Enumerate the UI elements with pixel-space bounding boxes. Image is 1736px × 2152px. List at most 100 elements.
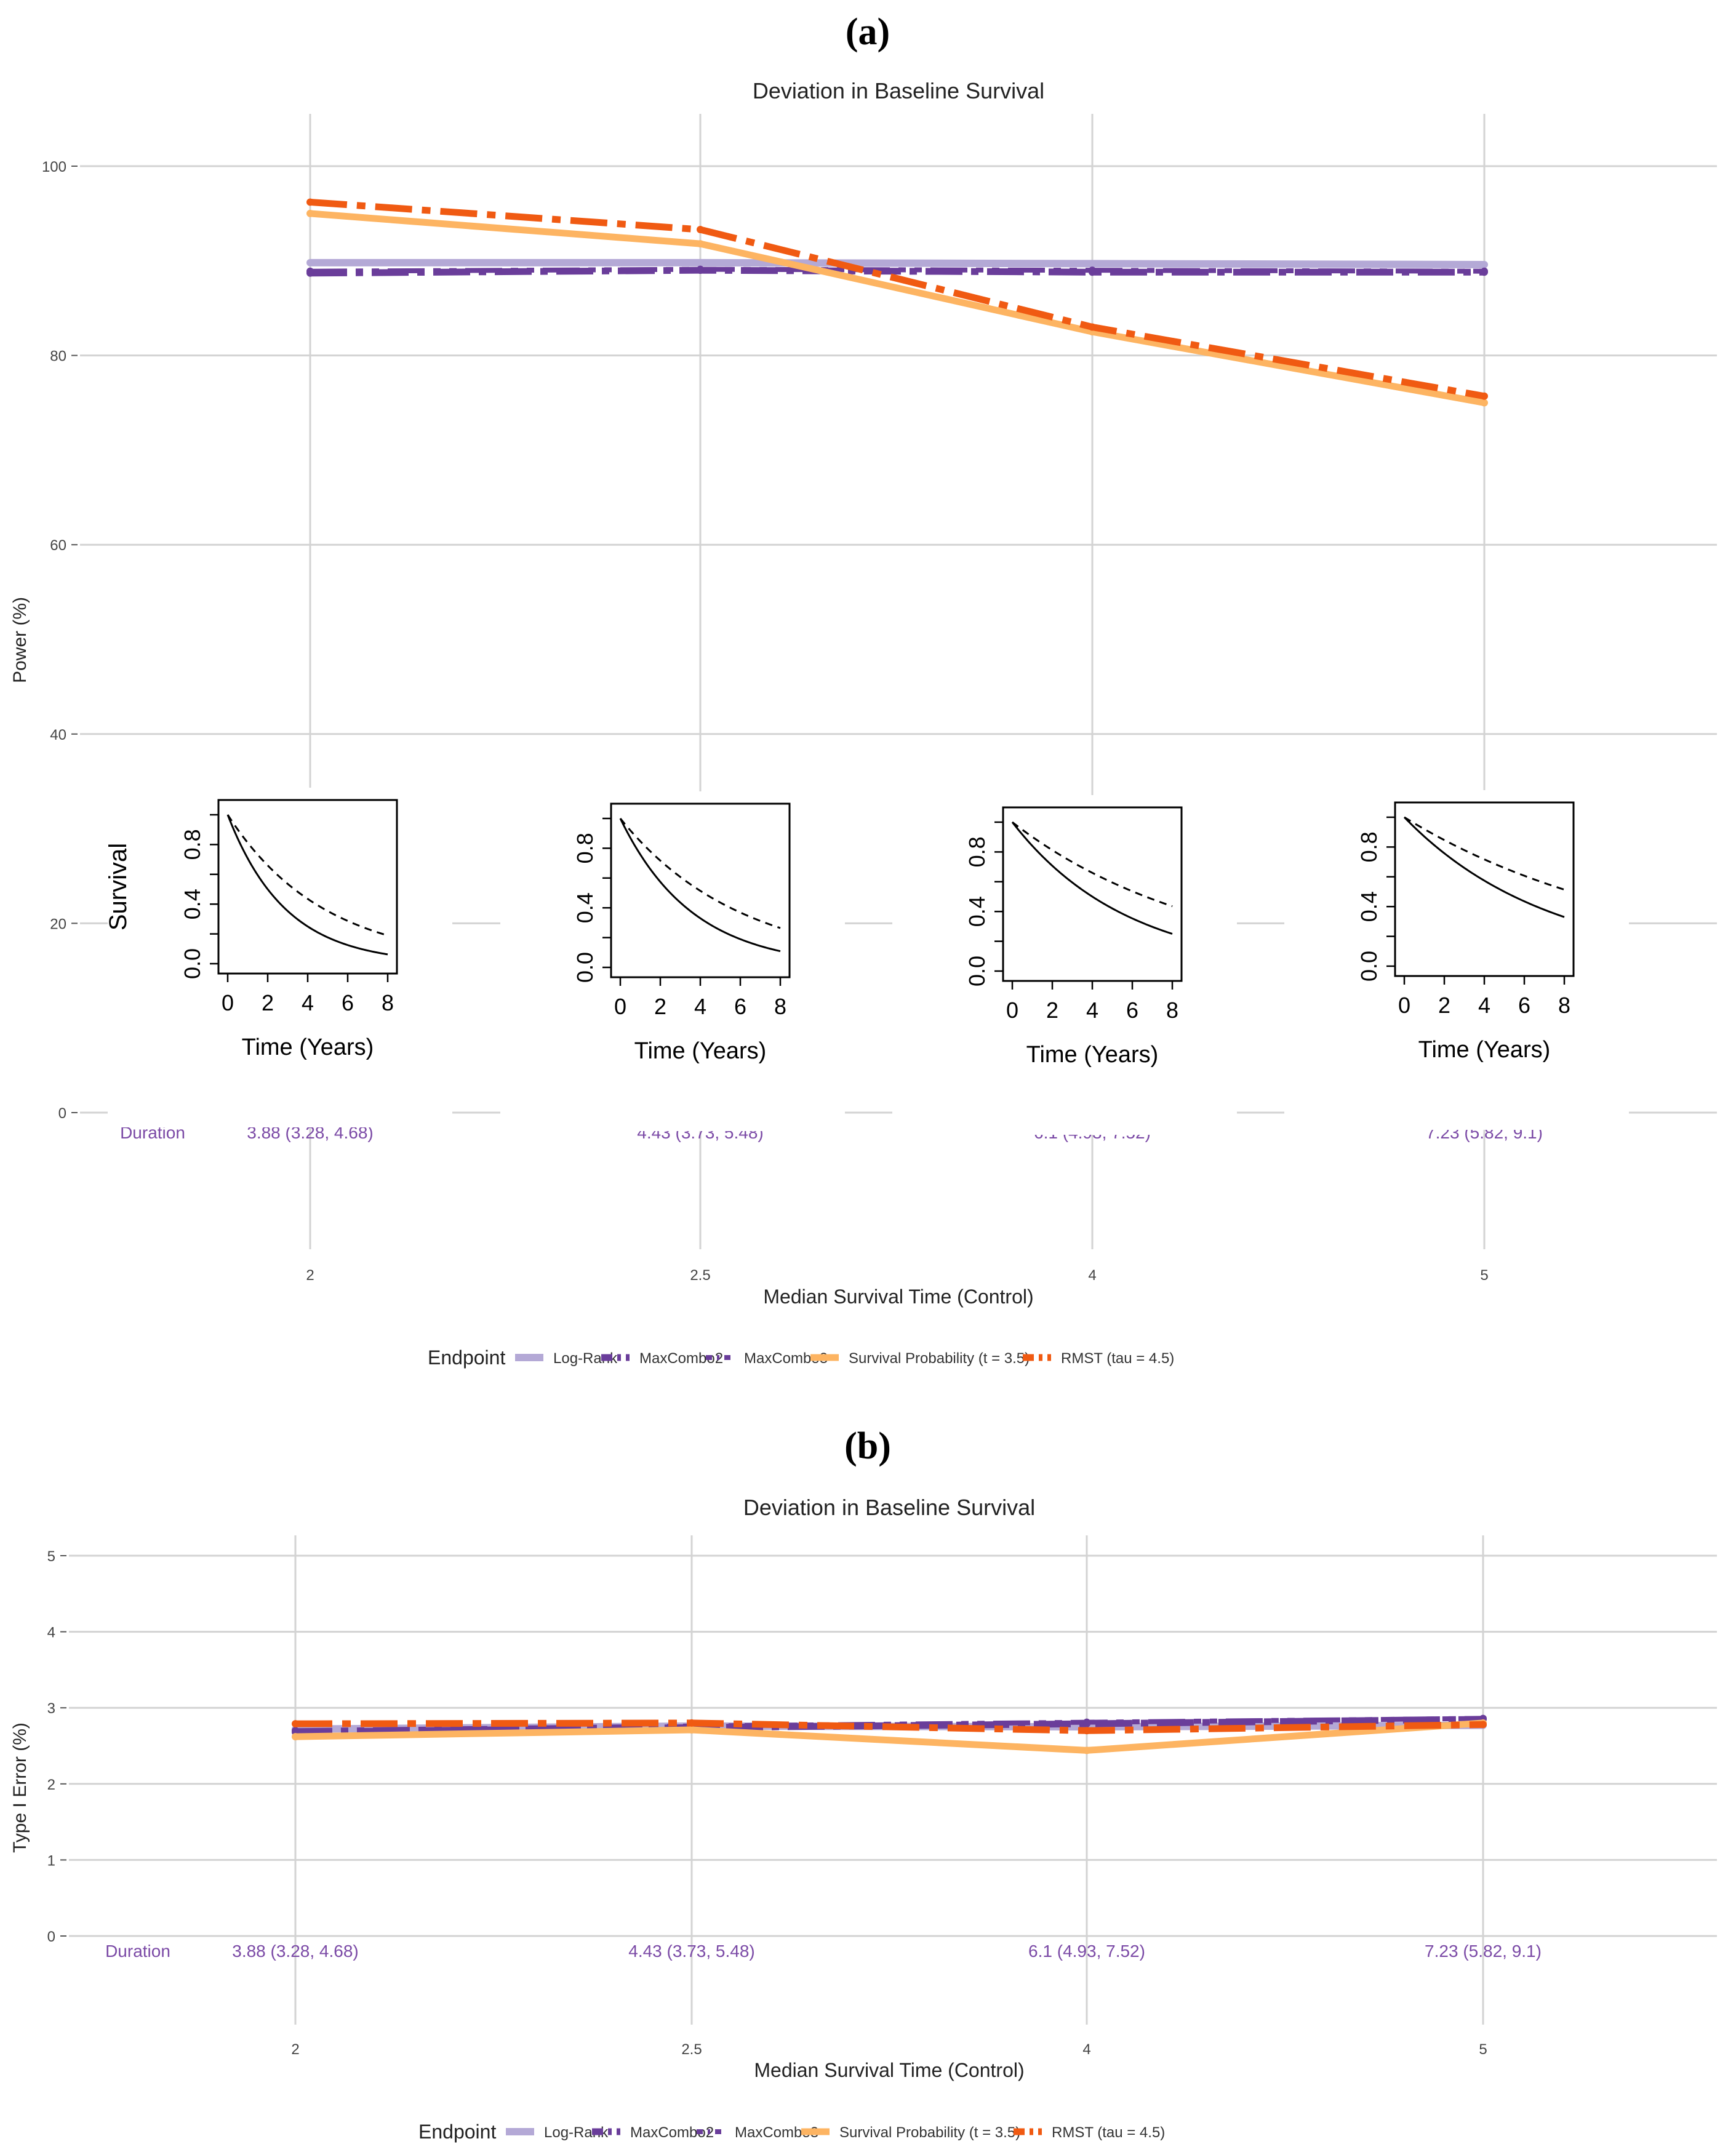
panel-a-series-maxcombo3 (310, 266, 1485, 274)
panel-a-point-rmst-tau-4-5-3 (1481, 392, 1488, 400)
panel-b-point-rmst-tau-4-5-2 (1083, 1727, 1090, 1735)
panel-b-series-survival-probability-t-3-5 (295, 1719, 1484, 1754)
inset-3-xtick-label-1: 2 (1438, 993, 1450, 1018)
inset-0-xtick-label-2: 4 (302, 990, 314, 1015)
panel-a-ytick-label-0: 0 (58, 1105, 66, 1122)
panel-b-label: (b) (844, 1425, 891, 1467)
panel-b-ytick-label-3: 3 (47, 1700, 55, 1717)
panel-a-point-survival-probability-t-3-5-3 (1481, 399, 1488, 407)
inset-1-xtick-label-1: 2 (654, 994, 666, 1019)
panel-b-point-rmst-tau-4-5-1 (688, 1719, 695, 1727)
panel-b-legend-label-survival-probability-t-3-5: Survival Probability (t = 3.5) (839, 2124, 1020, 2141)
panel-b-xtick-label-0: 2 (291, 2041, 299, 2058)
inset-survival-plot-1: 0 2 4 6 8 0.0 0.4 0.8 Time (Years) (500, 791, 845, 1131)
inset-3-xtick-label-2: 4 (1478, 993, 1490, 1018)
panel-b-series-maxcombo2 (295, 1716, 1484, 1736)
panel-a-legend-label-rmst-tau-4-5: RMST (tau = 4.5) (1061, 1350, 1174, 1367)
inset-2-ytick-label-0: 0.0 (964, 956, 990, 986)
panel-a-point-maxcombo2-0 (306, 269, 314, 277)
panel-a-ytick-label-20: 20 (50, 916, 66, 932)
panel-a-xtick-label-3: 5 (1480, 1267, 1488, 1284)
inset-0-xlabel: Time (Years) (242, 1034, 374, 1060)
panel-b-point-survival-probability-t-3-5-1 (688, 1726, 695, 1734)
inset-2-xtick-label-2: 4 (1086, 998, 1098, 1023)
panel-a-ytick-label-60: 60 (50, 537, 66, 554)
inset-backdrop-1 (500, 791, 845, 1131)
inset-1-treatment-curve (619, 818, 781, 929)
panel-b-legend-title: Endpoint (418, 2121, 496, 2143)
panel-b-ytick-label-1: 1 (47, 1852, 55, 1869)
inset-backdrop-0 (108, 788, 452, 1127)
panel-a-point-survival-probability-t-3-5-1 (697, 240, 704, 248)
panel-b-chart: Deviation in Baseline Survival 0 1 2 3 4 5 2 2.5… (10, 1495, 1717, 2143)
panel-a-point-survival-probability-t-3-5-0 (306, 209, 314, 217)
inset-2-ytick-label-1: 0.4 (964, 896, 990, 927)
inset-1-xtick-label-3: 6 (734, 994, 746, 1019)
inset-2-xtick-label-3: 6 (1126, 998, 1138, 1023)
panel-b-ytick-label-2: 2 (47, 1777, 55, 1793)
panel-b-point-maxcombo2-2 (1083, 1720, 1090, 1728)
panel-b-series-rmst-tau-4-5 (295, 1719, 1484, 1734)
panel-a-series-log-rank (310, 258, 1485, 268)
panel-b-point-rmst-tau-4-5-0 (292, 1720, 299, 1728)
panel-a-legend-label-survival-probability-t-3-5: Survival Probability (t = 3.5) (849, 1350, 1030, 1367)
panel-a-ylabel: Power (%) (10, 597, 30, 683)
inset-1-ytick-label-0: 0.0 (572, 952, 598, 983)
panel-a-label: (a) (846, 11, 890, 53)
inset-0-xtick-label-0: 0 (222, 990, 234, 1015)
panel-b-duration-value-3: 7.23 (5.82, 9.1) (1425, 1942, 1542, 1961)
panel-b-xtick-label-2: 4 (1082, 2041, 1090, 2058)
inset-1-control-curve (619, 818, 781, 953)
panel-a-point-log-rank-1 (697, 258, 704, 266)
panel-a-point-maxcombo2-3 (1481, 268, 1488, 276)
inset-3-control-curve (1403, 816, 1565, 918)
inset-3-xtick-label-4: 8 (1558, 993, 1570, 1018)
inset-survival-plot-2: 0 2 4 6 8 0.0 0.4 0.8 Time (Years) (892, 795, 1237, 1135)
panel-b-xtick-label-3: 5 (1479, 2041, 1487, 2058)
panel-b-ytick-label-5: 5 (47, 1548, 55, 1565)
inset-0-ytick-label-1: 0.4 (180, 889, 205, 919)
inset-2-xtick-label-1: 2 (1046, 998, 1058, 1023)
panel-a-point-rmst-tau-4-5-0 (306, 198, 314, 206)
inset-0-ytick-label-0: 0.0 (180, 948, 205, 979)
panel-b-xlabel: Median Survival Time (Control) (754, 2059, 1024, 2081)
panel-a-series-survival-probability-t-3-5 (310, 210, 1485, 406)
inset-1-xtick-label-4: 8 (774, 994, 786, 1019)
panel-a-point-log-rank-3 (1481, 260, 1488, 268)
panel-a-xtick-label-1: 2.5 (690, 1267, 710, 1284)
inset-3-ytick-label-1: 0.4 (1356, 891, 1382, 922)
panel-a-ytick-label-40: 40 (50, 727, 66, 743)
panel-a-ytick-label-80: 80 (50, 348, 66, 365)
inset-backdrop-2 (892, 795, 1237, 1135)
panel-b-legend-label-rmst-tau-4-5: RMST (tau = 4.5) (1052, 2124, 1165, 2141)
panel-b-duration-value-0: 3.88 (3.28, 4.68) (232, 1942, 358, 1961)
inset-0-control-curve (226, 814, 388, 956)
panel-b-duration-value-1: 4.43 (3.73, 5.48) (628, 1942, 754, 1961)
inset-0-xtick-label-1: 2 (262, 990, 274, 1015)
inset-3-ytick-label-2: 0.8 (1356, 831, 1382, 862)
panel-a-point-rmst-tau-4-5-1 (697, 226, 704, 234)
panel-a-ytick-label-100: 100 (42, 159, 66, 175)
panel-b-ylabel: Type I Error (%) (10, 1722, 30, 1853)
panel-b-xtick-label-1: 2.5 (681, 2041, 702, 2058)
inset-3-xlabel: Time (Years) (1418, 1037, 1551, 1063)
panel-a-legend: Endpoint Log-Rank MaxCombo2 MaxCombo3 Surviv… (428, 1346, 1174, 1369)
inset-backdrop-3 (1284, 790, 1629, 1130)
inset-2-xtick-label-0: 0 (1006, 998, 1018, 1023)
panel-a-point-maxcombo2-1 (697, 266, 704, 274)
panel-a-point-rmst-tau-4-5-2 (1089, 323, 1096, 331)
panel-a-series-rmst-tau-4-5 (310, 198, 1485, 400)
inset-0-treatment-curve (226, 814, 388, 937)
inset-1-xtick-label-0: 0 (614, 994, 626, 1019)
panel-a-series-maxcombo2 (310, 266, 1484, 277)
panel-a-point-log-rank-2 (1089, 260, 1096, 268)
panel-a-chart: Deviation in Baseline Survival0204060801… (10, 78, 1717, 1369)
panel-b-point-survival-probability-t-3-5-2 (1083, 1746, 1090, 1754)
panel-b-title: Deviation in Baseline Survival (743, 1495, 1035, 1520)
panel-a-title: Deviation in Baseline Survival (753, 78, 1044, 103)
inset-survival-plot-3: 0 2 4 6 8 0.0 0.4 0.8 Time (Years) (1284, 790, 1629, 1130)
panel-a-point-maxcombo2-2 (1089, 268, 1096, 276)
inset-2-control-curve (1011, 822, 1173, 935)
panel-a-xlabel: Median Survival Time (Control) (763, 1286, 1033, 1308)
